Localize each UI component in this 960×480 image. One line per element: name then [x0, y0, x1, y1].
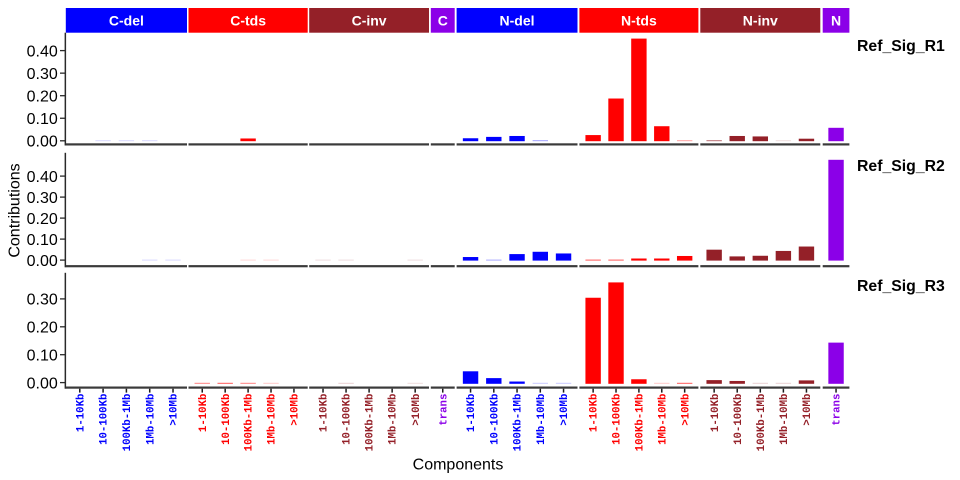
svg-text:0.10: 0.10: [27, 111, 58, 128]
svg-text:1Mb-10Mb: 1Mb-10Mb: [145, 394, 157, 445]
svg-text:C-del: C-del: [109, 13, 144, 29]
svg-text:1-10Kb: 1-10Kb: [710, 394, 722, 432]
svg-text:1Mb-10Mb: 1Mb-10Mb: [779, 394, 791, 445]
svg-text:>10Mb: >10Mb: [680, 394, 692, 426]
svg-text:0.40: 0.40: [27, 169, 58, 186]
svg-text:10-100Kb: 10-100Kb: [612, 394, 624, 445]
svg-text:0.30: 0.30: [27, 190, 58, 207]
svg-text:10-100Kb: 10-100Kb: [342, 394, 354, 445]
svg-text:100Kb-1Mb: 100Kb-1Mb: [635, 394, 647, 452]
svg-text:0.30: 0.30: [27, 66, 58, 83]
svg-text:0.20: 0.20: [27, 89, 58, 106]
svg-text:C-inv: C-inv: [352, 13, 387, 29]
svg-text:0.10: 0.10: [27, 348, 58, 365]
svg-text:Ref_Sig_R3: Ref_Sig_R3: [857, 278, 945, 295]
svg-text:0.00: 0.00: [27, 134, 58, 151]
svg-text:Contributions: Contributions: [7, 163, 24, 257]
svg-text:1-10Kb: 1-10Kb: [589, 394, 601, 432]
svg-text:Ref_Sig_R2: Ref_Sig_R2: [857, 158, 945, 175]
svg-text:10-100Kb: 10-100Kb: [489, 394, 501, 445]
svg-text:Components: Components: [413, 457, 504, 474]
svg-text:N-del: N-del: [500, 13, 535, 29]
svg-text:100Kb-1Mb: 100Kb-1Mb: [756, 394, 768, 452]
svg-text:>10Mb: >10Mb: [802, 394, 814, 426]
svg-text:C-tds: C-tds: [230, 13, 266, 29]
svg-text:100Kb-1Mb: 100Kb-1Mb: [244, 394, 256, 452]
svg-text:0.30: 0.30: [27, 292, 58, 309]
svg-text:N: N: [831, 13, 841, 29]
svg-text:>10Mb: >10Mb: [169, 394, 181, 426]
svg-text:10-100Kb: 10-100Kb: [733, 394, 745, 445]
svg-text:0.40: 0.40: [27, 43, 58, 60]
svg-text:0.00: 0.00: [27, 375, 58, 392]
svg-text:1-10Kb: 1-10Kb: [198, 394, 210, 432]
svg-text:1Mb-10Mb: 1Mb-10Mb: [388, 394, 400, 445]
svg-text:0.10: 0.10: [27, 232, 58, 249]
svg-text:1Mb-10Mb: 1Mb-10Mb: [267, 394, 279, 445]
svg-text:1-10Kb: 1-10Kb: [466, 394, 478, 432]
svg-text:1Mb-10Mb: 1Mb-10Mb: [536, 394, 548, 445]
svg-text:10-100Kb: 10-100Kb: [99, 394, 111, 445]
svg-text:0.20: 0.20: [27, 211, 58, 228]
svg-text:100Kb-1Mb: 100Kb-1Mb: [513, 394, 525, 452]
svg-text:>10Mb: >10Mb: [411, 394, 423, 426]
svg-text:>10Mb: >10Mb: [290, 394, 302, 426]
svg-text:trans: trans: [832, 394, 844, 426]
svg-text:100Kb-1Mb: 100Kb-1Mb: [365, 394, 377, 452]
svg-text:trans: trans: [438, 394, 450, 426]
svg-text:0.20: 0.20: [27, 320, 58, 337]
svg-text:C: C: [438, 13, 448, 29]
svg-text:>10Mb: >10Mb: [559, 394, 571, 426]
svg-text:1-10Kb: 1-10Kb: [319, 394, 331, 432]
svg-text:1-10Kb: 1-10Kb: [75, 394, 87, 432]
svg-text:100Kb-1Mb: 100Kb-1Mb: [122, 394, 134, 452]
svg-text:10-100Kb: 10-100Kb: [221, 394, 233, 445]
svg-text:1Mb-10Mb: 1Mb-10Mb: [657, 394, 669, 445]
svg-text:0.00: 0.00: [27, 253, 58, 270]
svg-text:N-tds: N-tds: [621, 13, 657, 29]
svg-text:N-inv: N-inv: [743, 13, 778, 29]
svg-text:Ref_Sig_R1: Ref_Sig_R1: [857, 38, 945, 55]
